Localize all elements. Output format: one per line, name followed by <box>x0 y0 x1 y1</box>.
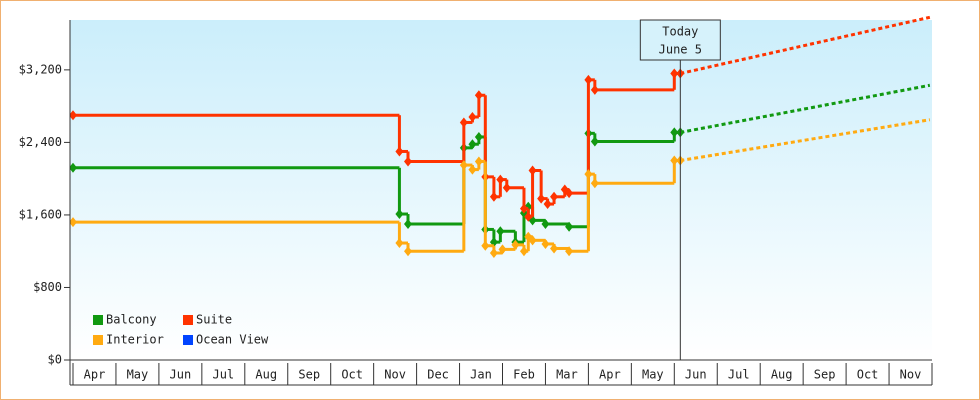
point <box>459 160 468 171</box>
point <box>565 246 574 257</box>
point <box>489 248 498 259</box>
point <box>404 246 413 257</box>
point <box>584 169 593 180</box>
point <box>519 246 528 257</box>
point <box>489 191 498 202</box>
x-tick-label: Aug <box>771 368 793 382</box>
x-tick-label: Oct <box>857 368 879 382</box>
point <box>70 162 77 173</box>
x-tick-label: Nov <box>900 368 922 382</box>
point <box>468 139 477 150</box>
legend-swatch <box>183 335 193 345</box>
today-label: June 5 <box>659 43 702 57</box>
forecast-line <box>680 118 931 163</box>
point <box>524 211 533 222</box>
y-tick-label: $3,200 <box>19 62 62 76</box>
x-tick-label: Nov <box>384 368 406 382</box>
legend-swatch <box>183 315 193 325</box>
x-tick-label: Jul <box>728 368 750 382</box>
forecast-line <box>680 83 931 134</box>
point <box>468 164 477 175</box>
y-tick-label: $2,400 <box>19 135 62 149</box>
legend-label: Suite <box>196 313 232 327</box>
point <box>590 178 599 189</box>
x-tick-label: Apr <box>599 368 621 382</box>
forecast-line <box>679 15 931 75</box>
point <box>496 174 505 185</box>
x-tick-label: Mar <box>556 368 578 382</box>
point <box>70 110 77 121</box>
point <box>590 84 599 95</box>
point <box>404 219 413 229</box>
point <box>474 131 483 142</box>
point <box>584 74 593 85</box>
x-tick-label: Jul <box>212 368 234 382</box>
x-tick-label: Sep <box>298 368 320 382</box>
x-tick-label: May <box>127 368 149 382</box>
today-label: Today <box>662 25 698 39</box>
legend-swatch <box>93 315 103 325</box>
point <box>474 156 483 167</box>
today-box <box>639 19 721 61</box>
point <box>541 219 550 229</box>
x-tick-label: Jun <box>170 368 192 382</box>
point <box>511 239 520 250</box>
y-tick-label: $800 <box>33 280 62 294</box>
point <box>395 238 404 249</box>
legend-label: Ocean View <box>196 333 269 347</box>
point <box>498 244 507 255</box>
x-tick-label: Feb <box>513 368 535 382</box>
point <box>670 155 679 166</box>
x-tick-label: Jan <box>470 368 492 382</box>
legend-label: Interior <box>106 333 164 347</box>
point <box>590 136 599 147</box>
legend-label: Balcony <box>106 313 157 327</box>
point <box>496 226 505 237</box>
x-tick-label: Apr <box>84 368 106 382</box>
point <box>528 235 537 246</box>
point <box>670 68 679 79</box>
point <box>537 193 546 204</box>
point <box>565 188 574 199</box>
x-tick-label: Jun <box>685 368 707 382</box>
point <box>543 199 552 210</box>
x-tick-label: Dec <box>427 368 449 382</box>
x-tick-label: May <box>642 368 664 382</box>
point <box>528 165 537 176</box>
point <box>565 221 574 232</box>
y-tick-label: $0 <box>48 353 62 367</box>
legend-swatch <box>93 335 103 345</box>
point <box>541 238 550 249</box>
point <box>481 240 490 251</box>
x-tick-label: Oct <box>341 368 363 382</box>
point <box>459 117 468 128</box>
point <box>395 146 404 157</box>
point <box>395 209 404 220</box>
point <box>550 191 559 202</box>
x-tick-label: Aug <box>255 368 277 382</box>
point <box>550 243 559 254</box>
point <box>70 217 77 228</box>
point <box>468 112 477 123</box>
y-tick-label: $1,600 <box>19 207 62 221</box>
point <box>519 203 528 214</box>
point <box>404 156 413 167</box>
point <box>474 90 483 101</box>
point <box>502 182 511 193</box>
x-tick-label: Sep <box>814 368 836 382</box>
point <box>670 127 679 138</box>
